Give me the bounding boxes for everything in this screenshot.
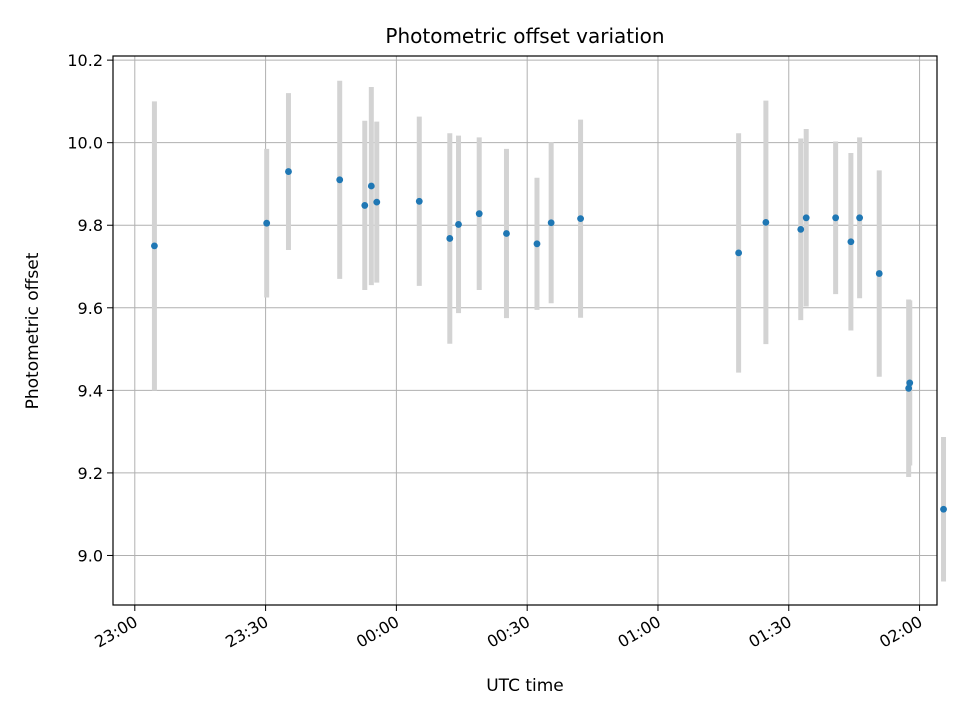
y-tick-label: 9.6 [78,299,103,318]
data-point [367,182,375,190]
y-tick-label: 9.8 [78,216,103,235]
y-tick-label: 9.4 [78,381,103,400]
data-point [905,384,913,392]
data-point [475,210,483,218]
x-axis-label: UTC time [486,676,564,696]
y-axis-label: Photometric offset [23,252,43,409]
data-point [577,215,584,223]
data-points [151,168,947,513]
data-point [735,249,743,257]
data-point [832,214,840,222]
data-point [762,218,770,226]
data-point [906,379,914,387]
y-axis-ticks: 9.0 9.2 9.4 9.6 9.8 10.0 10.2 [67,51,113,565]
data-point [875,270,883,277]
data-point [856,214,864,222]
y-tick-label: 9.2 [78,464,103,483]
data-point [285,168,292,175]
y-tick-label: 9.0 [78,546,103,565]
chart-title: Photometric offset variation [385,24,664,48]
data-point [151,242,158,250]
data-point [361,202,369,209]
data-point [802,214,810,222]
y-tick-label: 10.0 [67,134,103,153]
data-point [455,221,462,228]
data-point [263,219,271,227]
data-point [373,198,381,206]
data-point [415,197,423,205]
y-tick-label: 10.2 [67,51,103,70]
data-point [940,505,947,513]
data-point [797,225,805,233]
plot-frame [112,55,938,606]
data-point [547,219,555,227]
data-point [446,235,454,242]
data-point [336,176,344,184]
data-point [503,230,510,237]
data-point [533,240,541,248]
data-point [847,238,855,246]
